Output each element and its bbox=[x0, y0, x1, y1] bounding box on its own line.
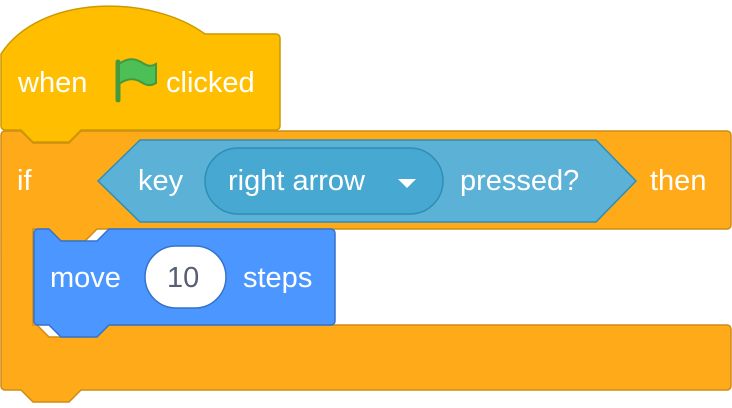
if-label: if bbox=[17, 165, 32, 197]
pressed-label: pressed? bbox=[460, 165, 580, 197]
dropdown-arrow-icon[interactable] bbox=[398, 179, 416, 188]
steps-number-input[interactable] bbox=[144, 245, 227, 309]
move-label: move bbox=[50, 262, 121, 294]
green-flag-icon bbox=[115, 58, 157, 103]
steps-input-value[interactable]: 10 bbox=[167, 262, 200, 294]
key-label: key bbox=[138, 165, 184, 197]
when-label: when bbox=[18, 67, 88, 99]
key-dropdown-menu[interactable] bbox=[204, 147, 444, 215]
then-label: then bbox=[650, 165, 707, 197]
clicked-label: clicked bbox=[166, 67, 255, 99]
key-menu-value[interactable]: right arrow bbox=[228, 165, 365, 197]
steps-label: steps bbox=[243, 262, 313, 294]
